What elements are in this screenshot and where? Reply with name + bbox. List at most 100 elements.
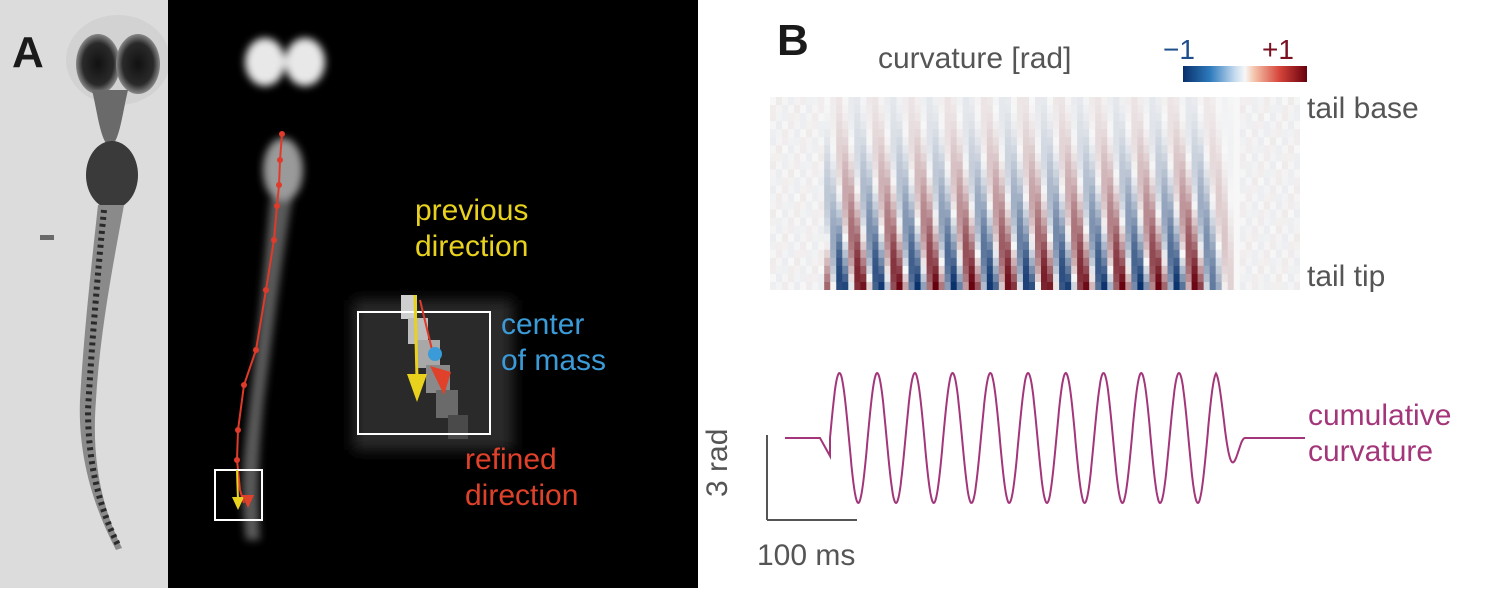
heatmap-cell	[1209, 257, 1217, 267]
heatmap-cell	[1233, 113, 1241, 122]
heatmap-cell	[812, 193, 819, 203]
heatmap-cell	[860, 161, 867, 170]
heatmap-cell	[1083, 161, 1090, 170]
heatmap-cell	[812, 185, 819, 195]
heatmap-cell	[944, 121, 952, 130]
heatmap-cell	[878, 185, 886, 195]
heatmap-cell	[1071, 201, 1078, 211]
heatmap-cell	[836, 161, 843, 170]
heatmap-cell	[866, 265, 873, 275]
heatmap-cell	[818, 105, 825, 114]
heatmap-cell	[920, 217, 928, 227]
heatmap-cell	[1089, 129, 1096, 138]
heatmap-cell	[920, 233, 928, 243]
heatmap-cell	[1251, 193, 1259, 203]
heatmap-cell	[1227, 281, 1235, 290]
heatmap-cell	[854, 225, 861, 235]
heatmap-cell	[806, 249, 813, 259]
heatmap-cell	[884, 153, 892, 162]
heatmap-cell	[794, 145, 801, 154]
heatmap-cell	[788, 145, 795, 154]
heatmap-cell	[1149, 121, 1157, 130]
heatmap-cell	[890, 209, 898, 219]
heatmap-cell	[1137, 113, 1145, 122]
heatmap-cell	[812, 217, 819, 227]
heatmap-cell	[1131, 217, 1138, 227]
heatmap-cell	[830, 121, 837, 130]
heatmap-cell	[920, 201, 928, 211]
heatmap-cell	[1137, 169, 1145, 179]
heatmap-cell	[1179, 169, 1187, 179]
heatmap-cell	[926, 281, 934, 290]
trace-line	[785, 371, 1305, 505]
heatmap-cell	[1119, 201, 1126, 211]
heatmap-cell	[950, 233, 958, 243]
heatmap-cell	[1215, 161, 1223, 170]
heatmap-cell	[1089, 249, 1096, 259]
heatmap-cell	[1041, 209, 1048, 219]
heatmap-cell	[1161, 193, 1169, 203]
heatmap-cell	[1209, 169, 1217, 179]
heatmap-cell	[800, 97, 807, 106]
heatmap-cell	[1113, 249, 1120, 259]
heatmap-cell	[1245, 201, 1253, 211]
heatmap-cell	[1209, 249, 1217, 259]
heatmap-cell	[932, 177, 940, 187]
heatmap-cell	[890, 273, 898, 283]
heatmap-cell	[962, 281, 970, 290]
heatmap-cell	[1059, 169, 1066, 179]
heatmap-cell	[1059, 257, 1066, 267]
heatmap-cell	[1173, 169, 1181, 179]
heatmap-cell	[962, 241, 970, 251]
heatmap-cell	[842, 217, 849, 227]
heatmap-cell	[890, 281, 898, 290]
heatmap-cell	[1167, 137, 1175, 146]
heatmap-cell	[1239, 193, 1247, 203]
heatmap-cell	[1010, 145, 1018, 154]
heatmap-cell	[842, 137, 849, 146]
heatmap-cell	[824, 209, 831, 219]
colorbar-title: curvature [rad]	[878, 42, 1072, 75]
heatmap-cell	[1233, 177, 1241, 187]
heatmap-cell	[872, 137, 880, 146]
heatmap-cell	[860, 129, 867, 138]
heatmap-cell	[1155, 193, 1163, 203]
heatmap-cell	[818, 193, 825, 203]
heatmap-cell	[1095, 273, 1102, 283]
heatmap-cell	[998, 209, 1006, 219]
heatmap-cell	[944, 97, 952, 106]
heatmap-cell	[872, 225, 880, 235]
heatmap-cell	[962, 265, 970, 275]
heatmap-cell	[872, 273, 880, 283]
heatmap-cell	[860, 137, 867, 146]
heatmap-cell	[818, 113, 825, 122]
heatmap-cell	[1251, 145, 1259, 154]
heatmap-cell	[908, 105, 916, 114]
heatmap-cell	[788, 113, 795, 122]
heatmap-cell	[1293, 145, 1300, 154]
heatmap-cell	[770, 249, 777, 259]
heatmap-cell	[1125, 177, 1132, 187]
heatmap-cell	[836, 241, 843, 251]
heatmap-cell	[1125, 265, 1132, 275]
heatmap-cell	[896, 201, 904, 211]
heatmap-cell	[1083, 153, 1090, 162]
heatmap-cell	[998, 113, 1006, 122]
heatmap-cell	[1071, 209, 1078, 219]
heatmap-cell	[908, 225, 916, 235]
heatmap-cell	[968, 153, 976, 162]
heatmap-cell	[932, 193, 940, 203]
heatmap-cell	[1119, 193, 1126, 203]
heatmap-cell	[1053, 265, 1060, 275]
heatmap-cell	[968, 161, 976, 170]
heatmap-cell	[908, 265, 916, 275]
heatmap-cell	[1137, 265, 1145, 275]
heatmap-cell	[1004, 257, 1012, 267]
heatmap-cell	[1263, 257, 1271, 267]
heatmap-cell	[986, 121, 994, 130]
heatmap-cell	[1293, 105, 1300, 114]
heatmap-cell	[776, 265, 783, 275]
heatmap-cell	[926, 249, 934, 259]
heatmap-cell	[800, 153, 807, 162]
heatmap-cell	[776, 145, 783, 154]
